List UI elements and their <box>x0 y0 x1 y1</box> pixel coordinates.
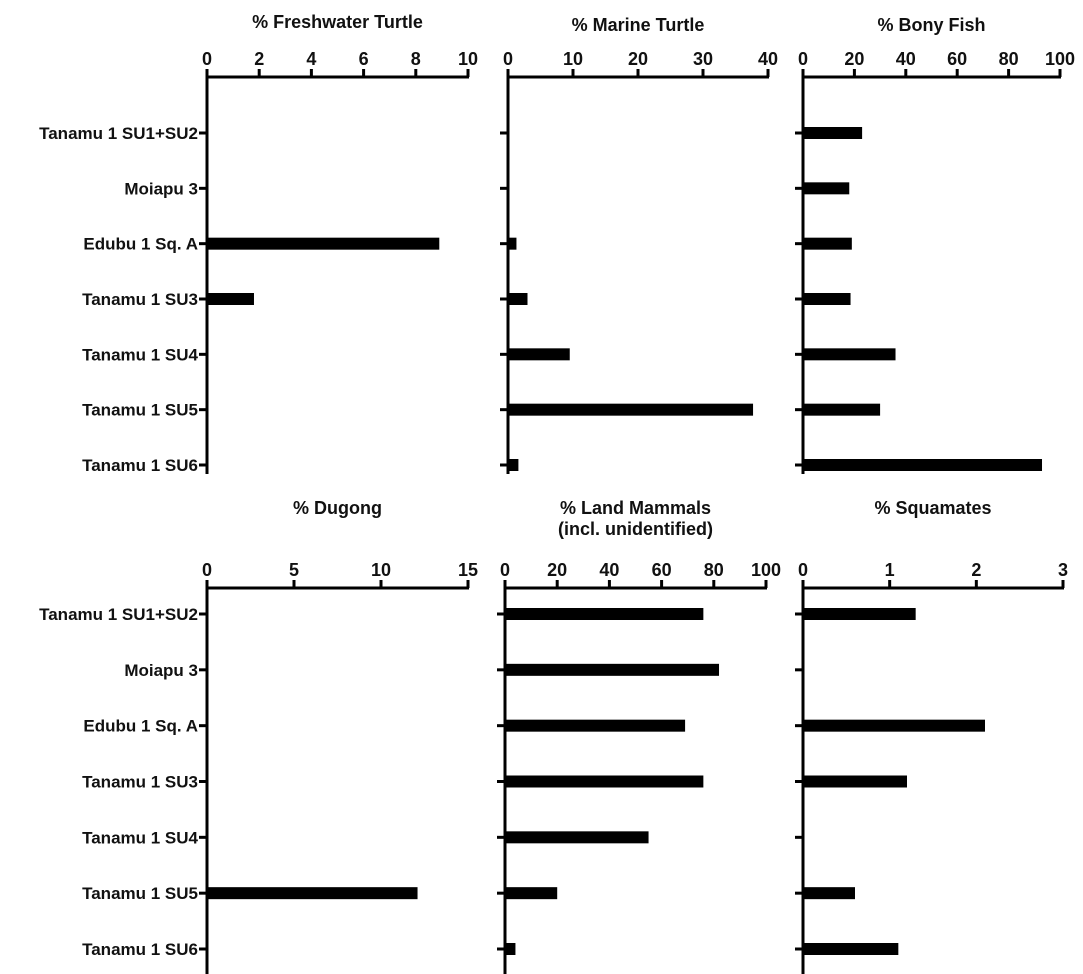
chart-panel-3: % Bony Fish 0 20 40 60 80 100 <box>795 15 1075 474</box>
panel-title: % Land Mammals <box>560 498 711 518</box>
bar <box>508 237 517 250</box>
panel-title: % Dugong <box>293 498 382 518</box>
x-tick-label: 40 <box>758 49 778 69</box>
x-tick-label: 10 <box>563 49 583 69</box>
category-label: Tanamu 1 SU3 <box>82 773 198 792</box>
category-label: Moiapu 3 <box>124 179 198 198</box>
x-tick-label: 10 <box>458 49 478 69</box>
x-tick-label: 80 <box>999 49 1019 69</box>
bar <box>508 293 528 305</box>
x-tick-label: 0 <box>798 49 808 69</box>
x-tick-label: 40 <box>599 560 619 580</box>
bar <box>505 831 649 844</box>
x-tick-label: 2 <box>254 49 264 69</box>
category-label: Tanamu 1 SU6 <box>82 940 198 959</box>
bar <box>803 608 916 620</box>
bar <box>505 719 686 732</box>
category-label: Tanamu 1 SU5 <box>82 401 198 420</box>
x-tick-label: 3 <box>1058 560 1068 580</box>
bar <box>508 348 570 361</box>
x-tick-label: 2 <box>971 560 981 580</box>
x-tick-label: 0 <box>798 560 808 580</box>
x-tick-label: 15 <box>458 560 478 580</box>
bar <box>803 348 896 361</box>
bar <box>505 887 558 900</box>
bar <box>505 775 704 788</box>
x-tick-label: 40 <box>896 49 916 69</box>
panel-title: % Squamates <box>874 498 991 518</box>
category-label: Edubu 1 Sq. A <box>83 235 198 254</box>
x-tick-label: 100 <box>751 560 781 580</box>
category-label: Tanamu 1 SU5 <box>82 884 198 903</box>
x-tick-label: 20 <box>547 560 567 580</box>
panel-title: % Bony Fish <box>877 15 985 35</box>
bar <box>207 293 254 305</box>
x-tick-label: 1 <box>885 560 895 580</box>
bar <box>803 943 899 955</box>
x-tick-label: 30 <box>693 49 713 69</box>
x-tick-label: 5 <box>289 560 299 580</box>
category-label: Moiapu 3 <box>124 661 198 680</box>
bar <box>207 237 440 250</box>
category-label: Tanamu 1 SU1+SU2 <box>39 124 198 143</box>
category-label: Tanamu 1 SU4 <box>82 828 198 847</box>
bar <box>803 887 855 900</box>
bar <box>505 943 516 955</box>
panel-subtitle: (incl. unidentified) <box>558 519 713 539</box>
x-tick-label: 100 <box>1045 49 1075 69</box>
x-tick-label: 4 <box>306 49 316 69</box>
bar <box>505 663 720 676</box>
bar <box>803 719 985 732</box>
bar <box>803 459 1043 471</box>
x-tick-label: 8 <box>411 49 421 69</box>
bar <box>505 608 704 620</box>
x-tick-label: 0 <box>202 560 212 580</box>
x-tick-label: 0 <box>500 560 510 580</box>
bar <box>803 775 907 788</box>
panel-title: % Marine Turtle <box>572 15 705 35</box>
x-tick-label: 0 <box>503 49 513 69</box>
chart-panel-6: % Squamates 0 1 2 3 <box>795 498 1068 974</box>
bar <box>803 127 863 139</box>
chart-panel-5: % Land Mammals(incl. unidentified) 0 20 40 6… <box>497 498 781 974</box>
chart-panel-1: % Freshwater Turtle 0 2 4 6 8 10 Tanamu 1 SU1+S… <box>39 12 478 475</box>
category-label: Tanamu 1 SU3 <box>82 290 198 309</box>
bar <box>803 293 851 305</box>
x-tick-label: 20 <box>844 49 864 69</box>
chart-panel-2: % Marine Turtle 0 10 20 30 40 <box>500 15 778 474</box>
panel-title: % Freshwater Turtle <box>252 12 423 32</box>
bar <box>207 887 418 900</box>
x-tick-label: 6 <box>359 49 369 69</box>
bar <box>803 237 852 250</box>
bar <box>803 182 850 195</box>
x-tick-label: 0 <box>202 49 212 69</box>
category-label: Tanamu 1 SU6 <box>82 456 198 475</box>
bar <box>803 403 881 416</box>
bar <box>508 459 519 471</box>
bar <box>508 403 754 416</box>
x-tick-label: 10 <box>371 560 391 580</box>
chart-panel-4: % Dugong 0 5 10 15 Tanamu 1 SU1+SU2 Moiapu 3 Ed… <box>39 498 478 974</box>
category-label: Tanamu 1 SU4 <box>82 345 198 364</box>
x-tick-label: 60 <box>947 49 967 69</box>
category-label: Tanamu 1 SU1+SU2 <box>39 605 198 624</box>
x-tick-label: 20 <box>628 49 648 69</box>
x-tick-label: 60 <box>652 560 672 580</box>
category-label: Edubu 1 Sq. A <box>83 717 198 736</box>
x-tick-label: 80 <box>704 560 724 580</box>
